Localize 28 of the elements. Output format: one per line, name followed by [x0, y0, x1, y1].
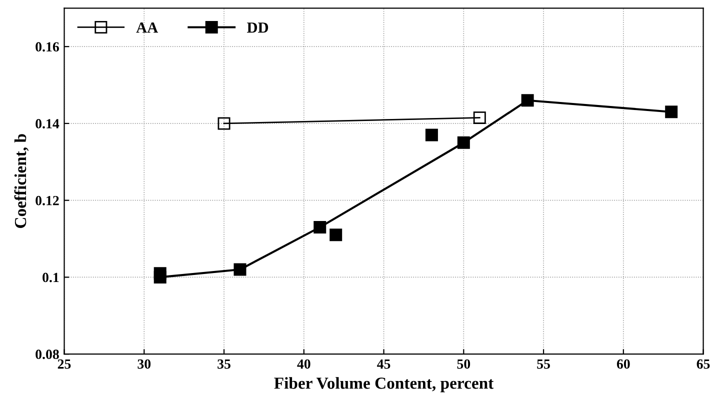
- legend-label: AA: [136, 22, 158, 33]
- x-tick-label: 45: [377, 359, 390, 369]
- x-tick-label: 30: [138, 359, 151, 369]
- x-tick-label: 65: [696, 359, 710, 369]
- x-tick-label: 60: [616, 359, 630, 369]
- x-tick-label: 40: [297, 359, 310, 369]
- legend-label: DD: [247, 22, 268, 33]
- x-tick-label: 35: [218, 359, 230, 369]
- point: [665, 106, 678, 118]
- point: [154, 267, 166, 280]
- x-axis-title: Fiber Volume Content, percent: [274, 377, 494, 392]
- y-tick-label: 0.1: [42, 272, 59, 282]
- x-tick-label: 50: [457, 359, 470, 369]
- point: [314, 220, 326, 234]
- y-tick-label: 0.12: [36, 196, 59, 206]
- point: [457, 136, 470, 149]
- point: [521, 94, 534, 107]
- y-tick-label: 0.16: [36, 42, 59, 52]
- point: [473, 111, 486, 124]
- point: [218, 117, 230, 130]
- y-tick-label: 0.14: [36, 119, 60, 128]
- point: [330, 228, 342, 242]
- y-axis-title: Coefficient, b: [14, 134, 29, 228]
- y-tick-label: 0.08: [36, 350, 59, 360]
- x-tick-label: 25: [58, 359, 71, 369]
- point: [234, 263, 246, 276]
- point: [425, 128, 438, 142]
- x-tick-label: 55: [537, 359, 550, 369]
